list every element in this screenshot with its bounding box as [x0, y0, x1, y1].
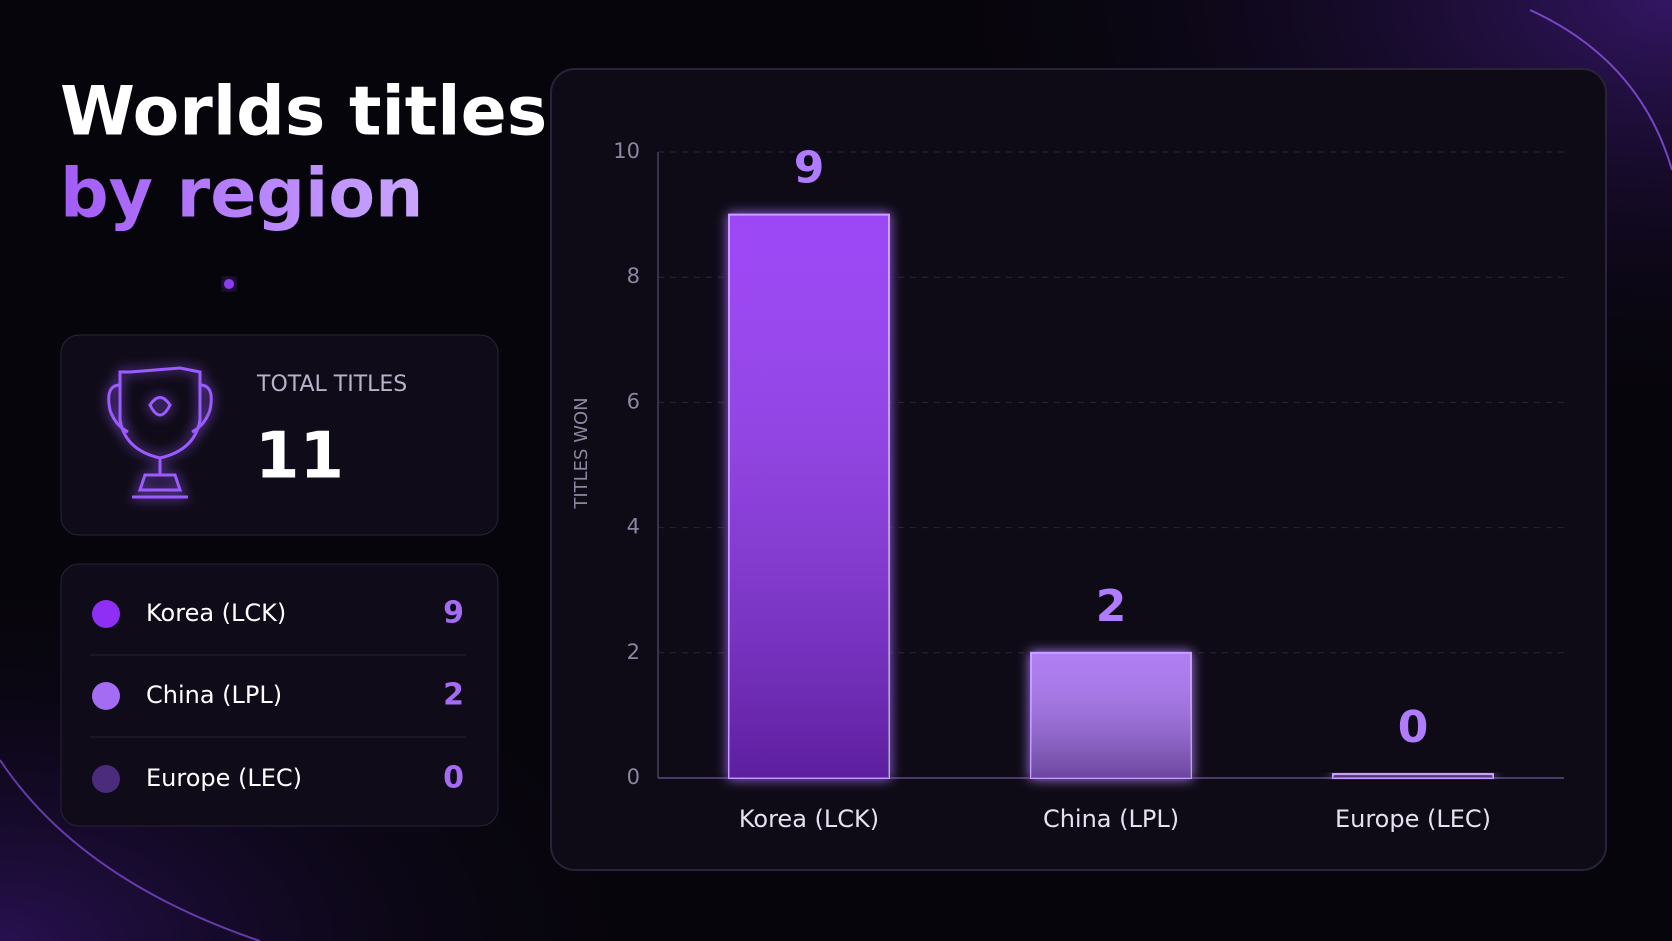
- summary-card: [60, 334, 499, 536]
- bar-shade: [729, 214, 889, 779]
- y-tick-label: 6: [627, 389, 640, 413]
- bar-shade: [1333, 774, 1493, 778]
- legend-card: [60, 563, 499, 827]
- y-tick-label: 0: [627, 765, 640, 789]
- legend-swatch: [92, 765, 120, 793]
- value-label: 2: [1096, 581, 1127, 632]
- x-tick-label: China (LPL): [1043, 805, 1179, 833]
- legend-label: Korea (LCK): [146, 599, 286, 627]
- summary-value: 11: [255, 420, 344, 494]
- title: by region: [60, 155, 423, 234]
- legend-label: Europe (LEC): [146, 764, 302, 792]
- y-tick-label: 4: [627, 515, 640, 539]
- legend-value: 2: [443, 678, 464, 713]
- y-axis-title: TITLES WON: [571, 397, 592, 509]
- decor-arc: [1529, 9, 1672, 171]
- accent-dot: [224, 279, 234, 289]
- legend-label: China (LPL): [146, 681, 282, 709]
- x-tick-label: Europe (LEC): [1335, 805, 1491, 833]
- x-tick-label: Korea (LCK): [739, 805, 879, 833]
- value-label: 0: [1398, 702, 1429, 753]
- legend: Korea (LCK) 9 China (LPL) 2 Europe (LEC) 0: [90, 596, 466, 796]
- y-tick-label: 2: [627, 640, 640, 664]
- trophy-icon: [107, 366, 213, 499]
- value-label: 9: [794, 143, 825, 194]
- legend-value: 9: [443, 596, 464, 631]
- legend-value: 0: [443, 761, 464, 796]
- legend-swatch: [92, 600, 120, 628]
- y-tick-label: 10: [613, 139, 640, 163]
- title: Worlds titles: [60, 73, 547, 152]
- bar-shade: [1031, 652, 1191, 778]
- summary-label: TOTAL TITLES: [256, 372, 407, 397]
- decor-arc: [0, 759, 261, 941]
- legend-swatch: [92, 682, 120, 710]
- y-tick-label: 8: [627, 264, 640, 288]
